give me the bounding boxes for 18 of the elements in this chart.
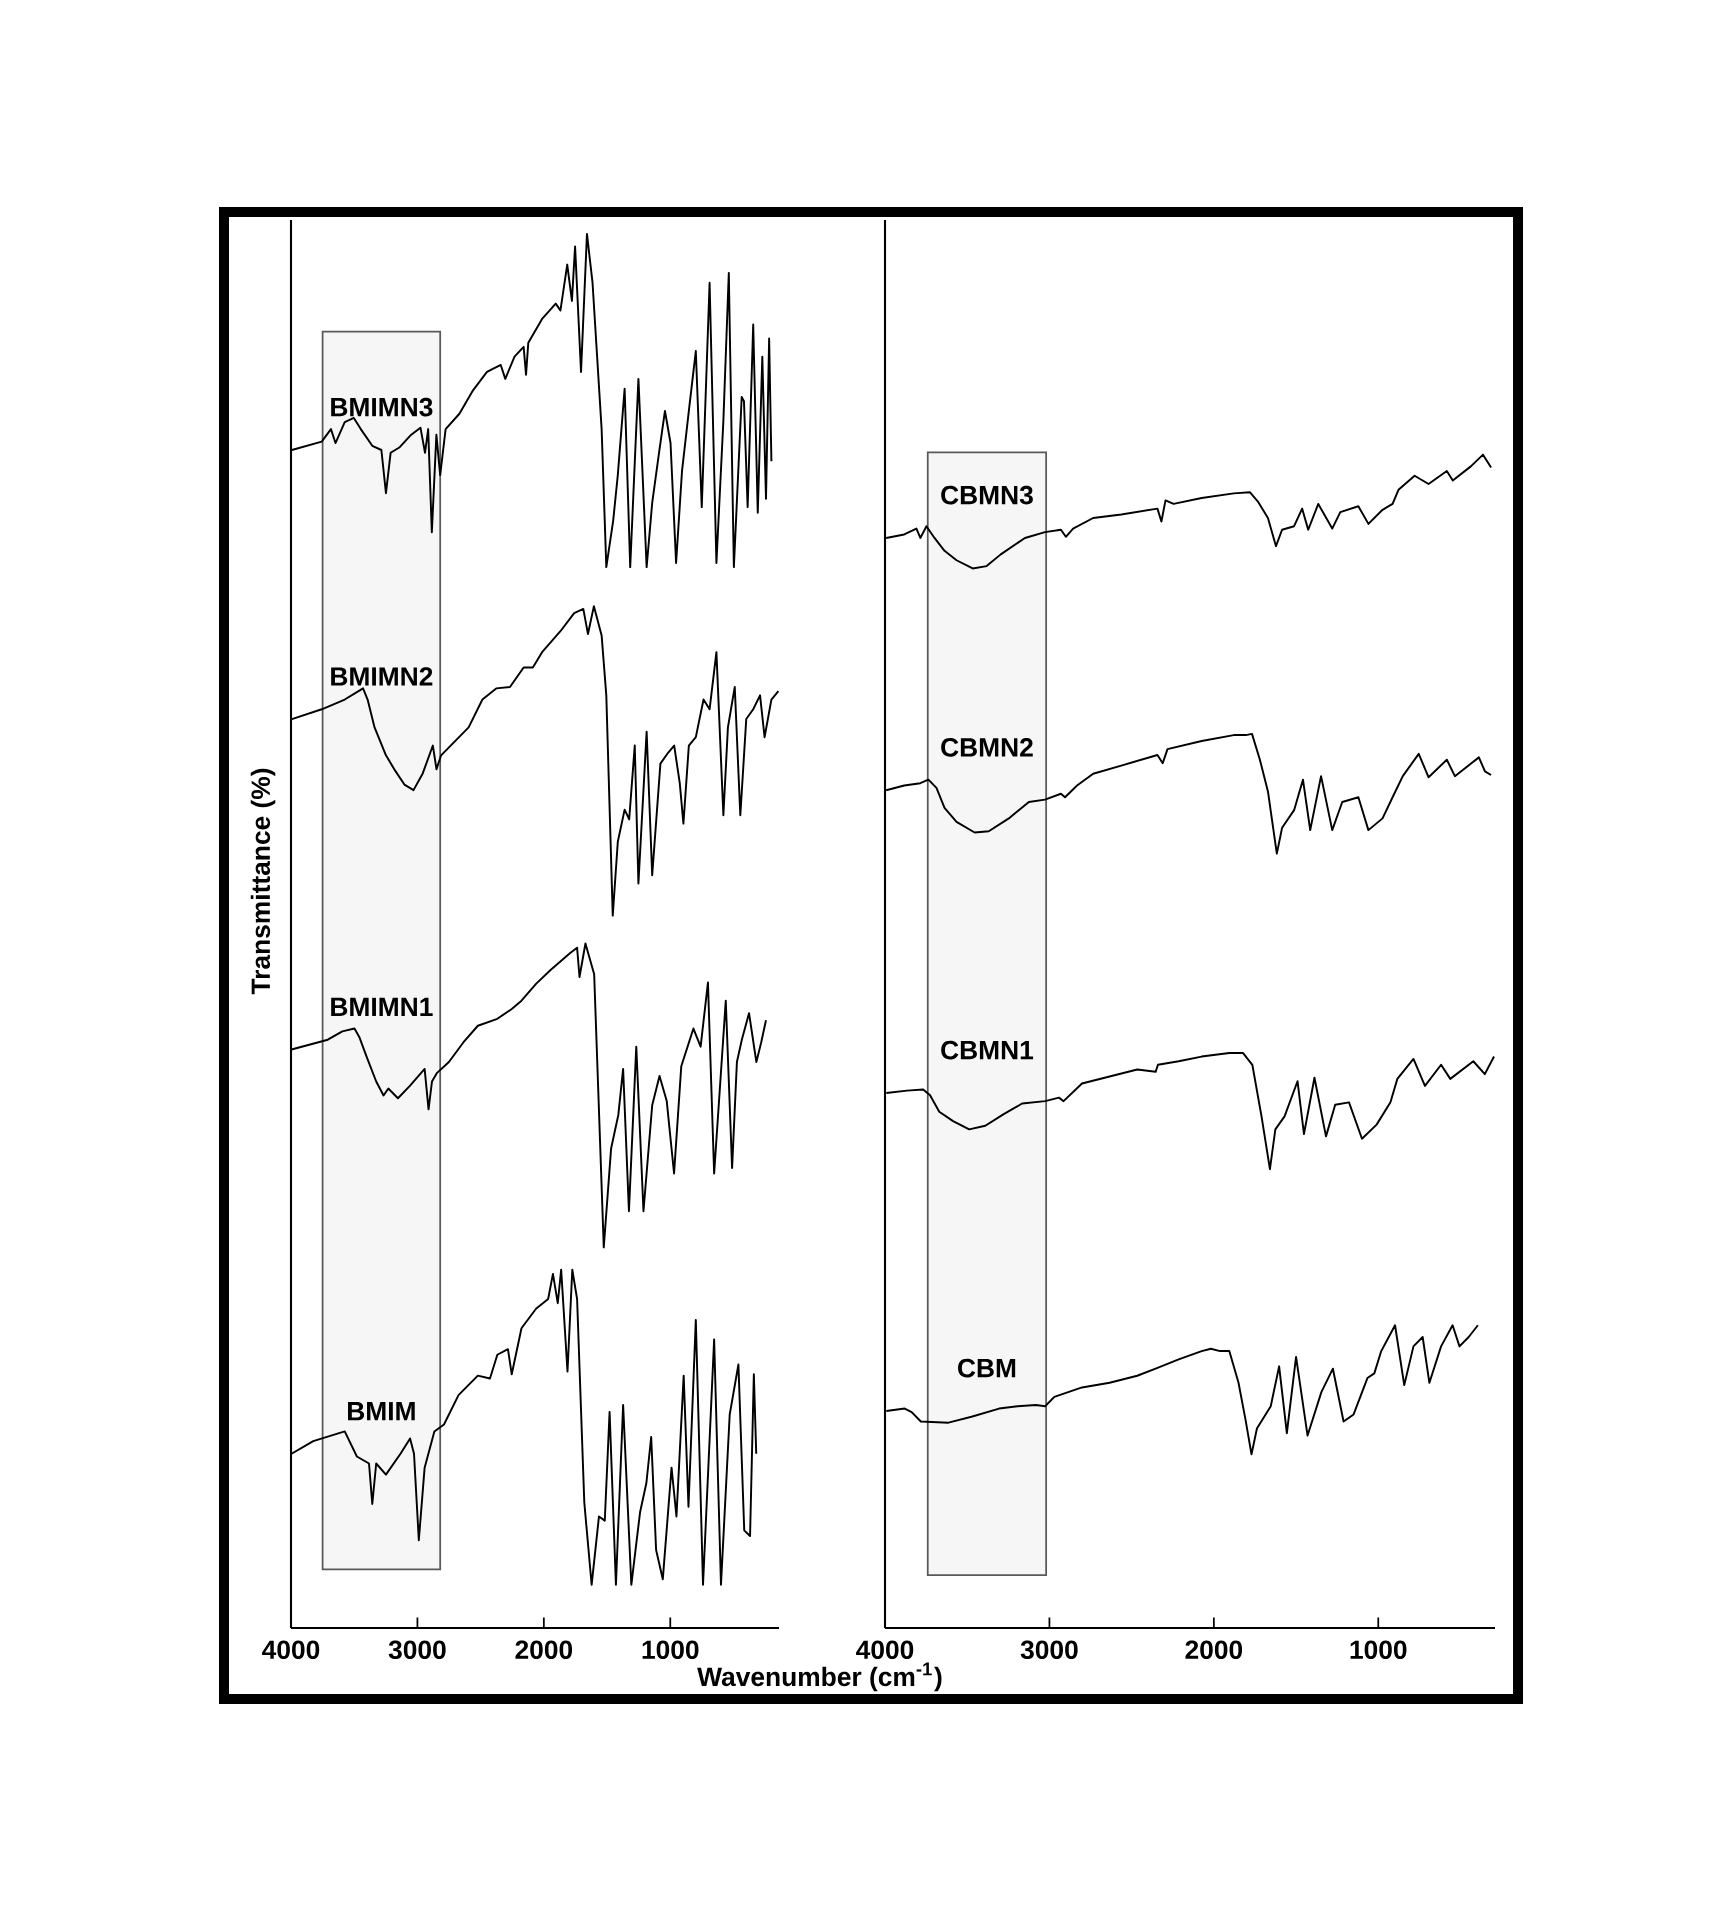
x-tick-label: 1000 [1350,1640,1407,1660]
series-label: CBMN1 [941,1040,1034,1060]
x-axis-title: Wavenumber (cm$^{-1}$) [697,1662,942,1692]
x-tick-label: 4000 [262,1640,320,1660]
x-tick-label: 2000 [515,1640,573,1660]
x-tick-label: 1000 [642,1640,699,1660]
y-axis-title: Transmittance (%) [250,768,276,995]
series-label: CBMN2 [941,738,1033,757]
x-tick-label: 3000 [1020,1640,1078,1660]
series-label: BMIMN1 [331,997,433,1016]
x-tick-label: 2000 [1185,1640,1243,1660]
series-label: CBMN3 [941,485,1033,505]
series-label: CBM [958,1358,1016,1378]
x-tick-label: 4000 [856,1640,914,1660]
series-label: BMIMN2 [331,667,433,686]
x-tick-label: 3000 [388,1640,446,1660]
series-label: BMIM [348,1402,415,1421]
series-label: BMIMN3 [331,397,433,417]
